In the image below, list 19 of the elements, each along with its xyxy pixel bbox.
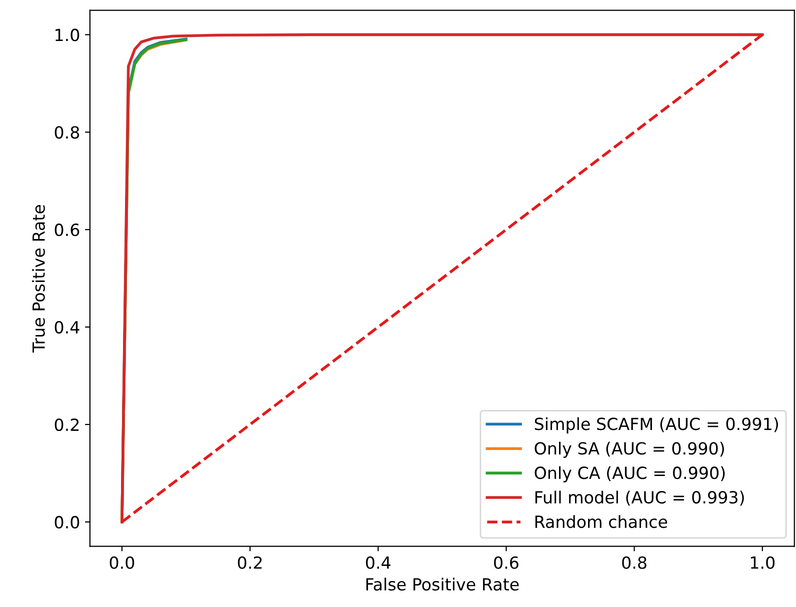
x-tick-label: 0.0 [110,556,134,569]
y-tick-label: 0.0 [54,516,80,529]
legend-label: Full model (AUC = 0.993) [535,490,744,506]
x-tick-label: 0.4 [366,556,390,569]
x-tick-label: 0.2 [238,556,262,569]
legend-label: Random chance [535,515,668,528]
legend-label: Only CA (AUC = 0.990) [534,466,725,482]
x-tick-label: 0.8 [622,556,646,569]
x-tick-label: 0.6 [494,556,518,569]
legend-label: Only SA (AUC = 0.990) [534,442,724,458]
y-tick-label: 1.0 [56,28,80,42]
y-tick-label: 0.2 [54,418,79,432]
y-tick-label: 0.6 [54,224,80,236]
x-tick-label: 1.0 [750,556,775,569]
y-tick-label: 0.8 [54,126,80,139]
legend-label: Simple SCAFM (AUC = 0.991) [534,417,778,434]
y-tick-label: 0.4 [54,320,80,334]
y-axis-title: True Positive Rate [32,204,45,353]
x-axis-title: False Positive Rate [366,578,519,591]
